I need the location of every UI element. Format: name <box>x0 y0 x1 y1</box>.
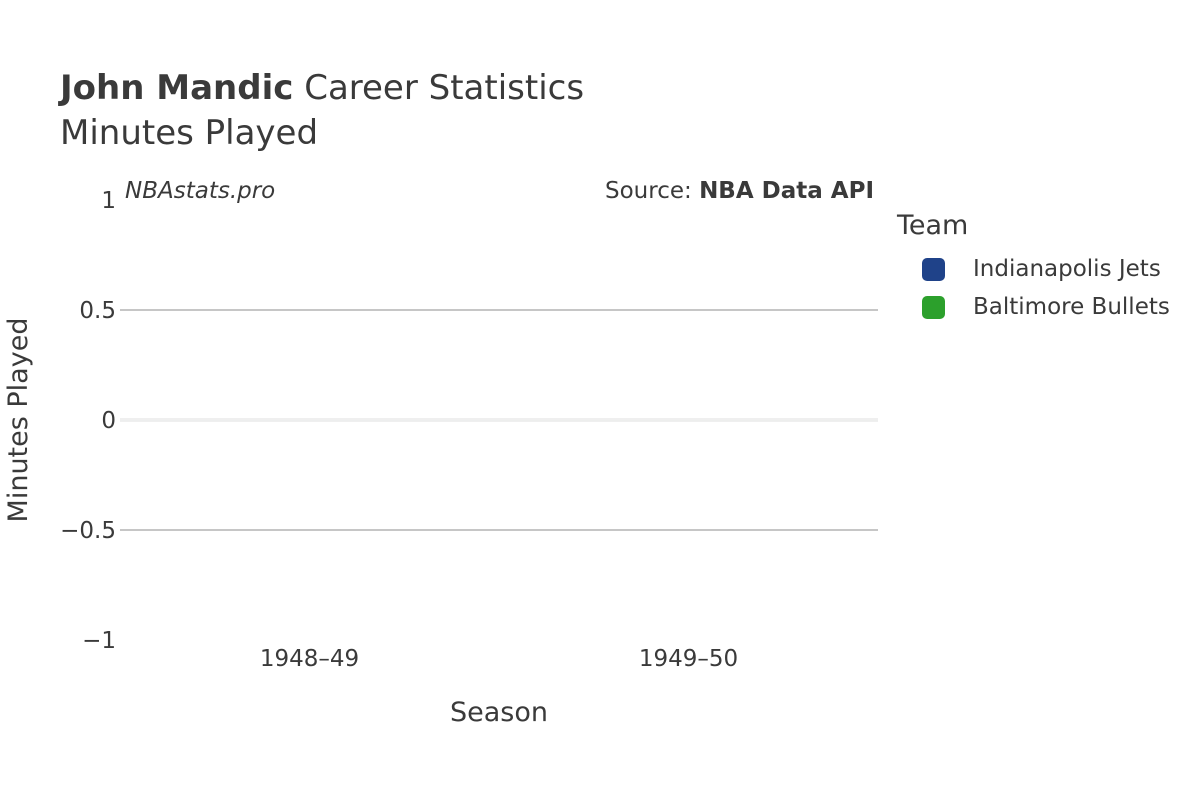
chart-title: John Mandic Career Statistics <box>60 68 584 108</box>
x-tick-label: 1949–50 <box>639 646 738 672</box>
y-tick-label: 0 <box>101 408 116 434</box>
x-axis-title: Season <box>450 697 548 728</box>
source-name: NBA Data API <box>699 178 874 204</box>
y-tick-label: −0.5 <box>60 518 116 544</box>
title-rest: Career Statistics <box>293 68 585 108</box>
y-tick-label: −1 <box>82 628 116 654</box>
source-credit: Source: NBA Data API <box>605 178 874 204</box>
source-prefix: Source: <box>605 178 700 204</box>
y-axis-title: Minutes Played <box>3 318 34 523</box>
legend-item-baltimore-bullets[interactable]: Baltimore Bullets <box>897 288 1197 326</box>
legend-title: Team <box>897 210 969 241</box>
player-name: John Mandic <box>60 68 294 108</box>
legend-swatch-indianapolis-jets <box>922 257 945 281</box>
chart-subtitle: Minutes Played <box>60 113 319 153</box>
y-tick-label: 0.5 <box>79 298 116 324</box>
legend: Team Indianapolis Jets Baltimore Bullets <box>897 210 1197 326</box>
y-tick-label: 1 <box>101 188 116 214</box>
x-tick-label: 1948–49 <box>260 646 359 672</box>
watermark: NBAstats.pro <box>125 178 276 204</box>
legend-swatch-baltimore-bullets <box>922 295 945 319</box>
legend-item-indianapolis-jets[interactable]: Indianapolis Jets <box>897 250 1197 288</box>
legend-label-baltimore-bullets: Baltimore Bullets <box>973 294 1170 320</box>
legend-label-indianapolis-jets: Indianapolis Jets <box>973 256 1161 282</box>
